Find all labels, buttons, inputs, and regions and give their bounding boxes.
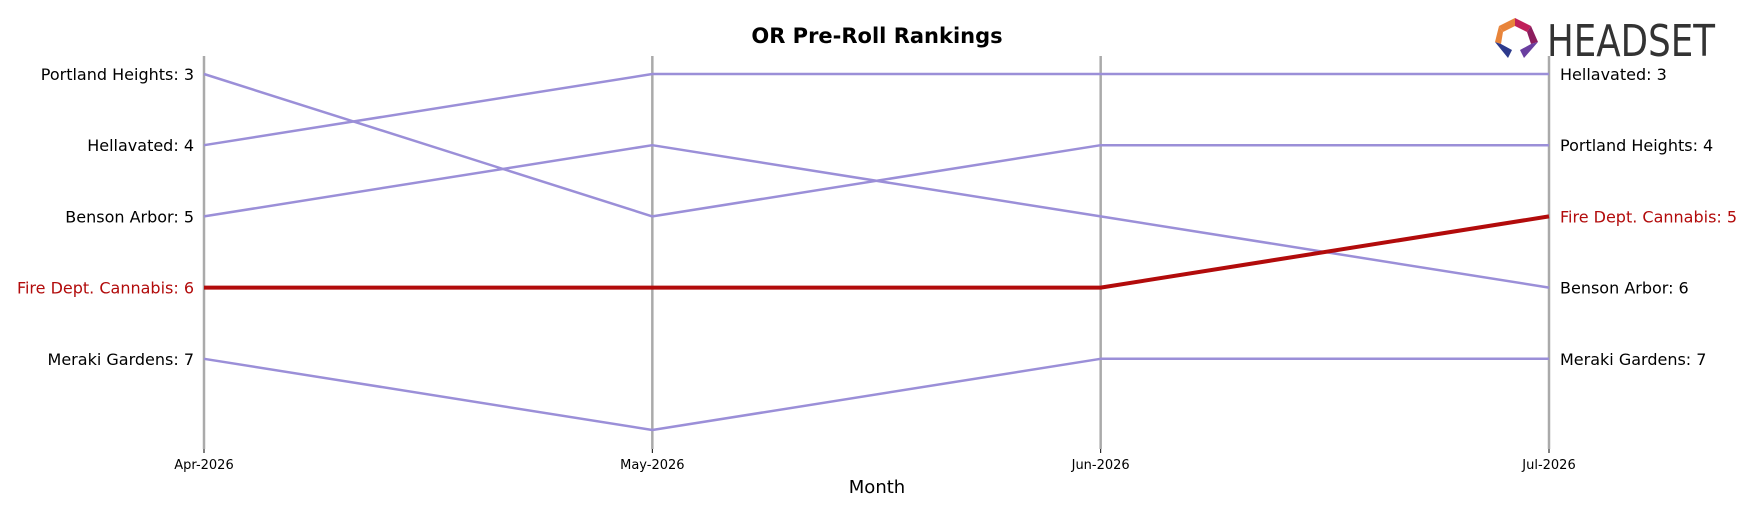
x-tick-label: Jul-2026 <box>1521 458 1575 473</box>
headset-logo-icon <box>1495 18 1538 58</box>
headset-logo-text: HEADSET <box>1547 16 1715 67</box>
start-label-portland-heights: Portland Heights: 3 <box>41 65 194 84</box>
headset-logo: HEADSET <box>1495 16 1715 67</box>
x-axis-ticks: Apr-2026 May-2026 Jun-2026 Jul-2026 <box>174 449 1576 473</box>
series-line-fire-dept-cannabis <box>204 214 1550 290</box>
start-label-hellavated: Hellavated: 4 <box>87 136 194 155</box>
logo-segment <box>1520 42 1538 58</box>
start-label-fire-dept-cannabis: Fire Dept. Cannabis: 6 <box>17 279 194 298</box>
logo-segment <box>1495 42 1512 58</box>
end-label-meraki-gardens: Meraki Gardens: 7 <box>1560 350 1706 369</box>
logo-segment <box>1515 18 1531 32</box>
logo-segment <box>1495 26 1503 44</box>
logo-segment <box>1499 18 1515 32</box>
x-tick-label: May-2026 <box>620 458 684 473</box>
end-label-fire-dept-cannabis: Fire Dept. Cannabis: 5 <box>1560 207 1737 226</box>
rank-labels: Portland Heights: 3 Hellavated: 4 Benson A… <box>17 65 1737 369</box>
end-label-hellavated: Hellavated: 3 <box>1560 65 1667 84</box>
x-axis-label: Month <box>849 477 905 498</box>
chart-title: OR Pre-Roll Rankings <box>751 24 1002 48</box>
start-label-meraki-gardens: Meraki Gardens: 7 <box>48 350 194 369</box>
end-label-portland-heights: Portland Heights: 4 <box>1560 136 1713 155</box>
x-tick-label: Jun-2026 <box>1071 458 1130 473</box>
series-line-portland-heights <box>203 72 1549 218</box>
start-label-benson-arbor: Benson Arbor: 5 <box>65 207 194 226</box>
x-tick-label: Apr-2026 <box>174 458 233 473</box>
series-lines <box>203 72 1550 432</box>
logo-segment <box>1527 26 1538 44</box>
grid-lines <box>202 56 1551 449</box>
series-line-meraki-gardens <box>203 357 1549 432</box>
series-line-hellavated <box>203 72 1549 147</box>
series-line-benson-arbor <box>203 143 1550 289</box>
end-label-benson-arbor: Benson Arbor: 6 <box>1560 279 1689 298</box>
